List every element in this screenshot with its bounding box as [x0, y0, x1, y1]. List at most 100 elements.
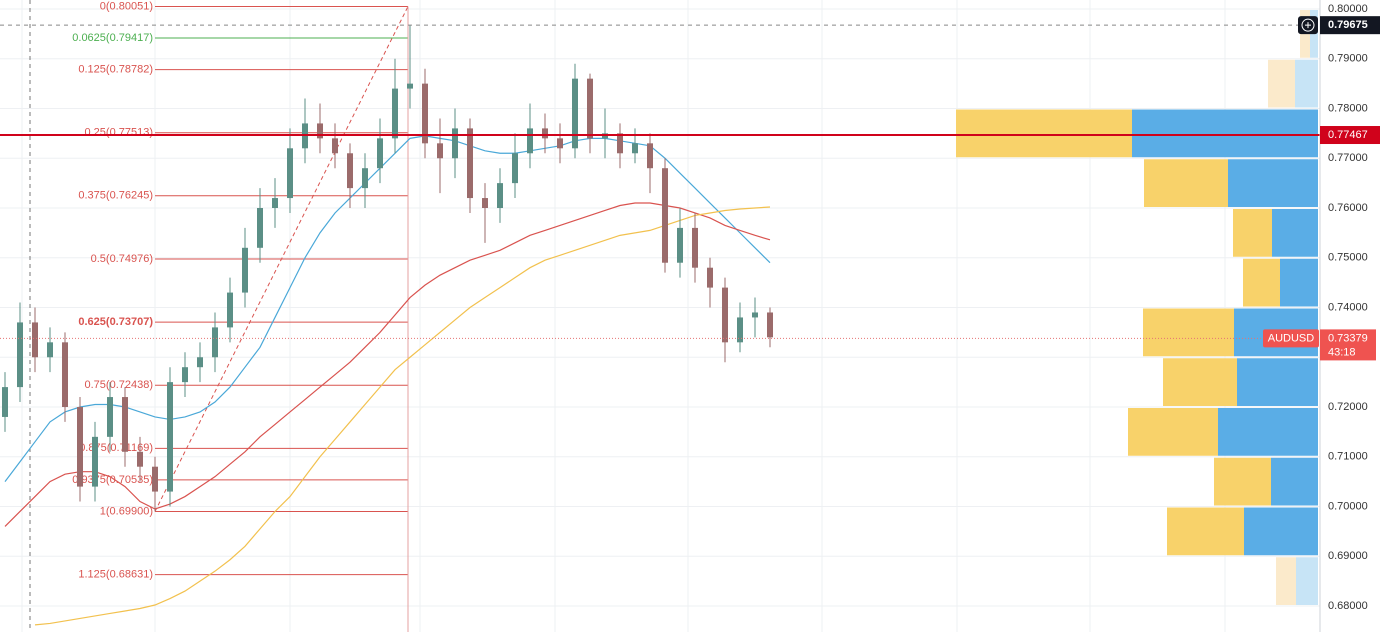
profile-buy [1228, 159, 1318, 207]
profile-sell [1214, 457, 1271, 506]
fib-label: 0.0625(0.79417) [72, 32, 153, 44]
candle-body [197, 357, 203, 368]
candle-body [722, 287, 728, 343]
fib-label: 1(0.69900) [100, 505, 153, 517]
moving-average [4, 135, 771, 482]
candle-body [332, 138, 338, 154]
candle-body [47, 342, 53, 358]
profile-buy [1237, 358, 1318, 406]
candle-body [152, 466, 158, 492]
candle-body [92, 436, 98, 487]
candle-body [212, 327, 218, 358]
crosshair-price: 0.79675 [1328, 19, 1368, 31]
candle-body [557, 138, 563, 149]
candle-body [512, 153, 518, 184]
candle-body [362, 168, 368, 189]
candle-body [587, 78, 593, 139]
crosshair-price-box [1320, 16, 1380, 35]
candle-body [647, 143, 653, 169]
candle-body [752, 312, 758, 318]
fib-trend [154, 6, 409, 512]
profile-sell [1268, 59, 1295, 108]
y-tick-label: 0.79000 [1328, 53, 1368, 65]
candle-body [572, 78, 578, 149]
candle-body [392, 88, 398, 139]
candle-body [497, 183, 503, 208]
candle-body [662, 168, 668, 263]
profile-buy [1244, 507, 1318, 556]
fib-label: 0.9375(0.70535) [72, 474, 153, 486]
candle-body [437, 143, 443, 159]
candle-body [482, 198, 488, 208]
candle-body [107, 397, 113, 437]
candle-body [242, 247, 248, 293]
candle-body [377, 138, 383, 169]
y-tick-label: 0.78000 [1328, 102, 1368, 114]
y-tick-label: 0.69000 [1328, 550, 1368, 562]
candle-body [422, 83, 428, 144]
moving-average [4, 202, 771, 527]
candle-body [527, 128, 533, 154]
candle-body [32, 322, 38, 358]
profile-buy [1132, 109, 1318, 158]
symbol-label: AUDUSD [1268, 332, 1315, 344]
candle-body [467, 128, 473, 199]
fib-label: 0.375(0.76245) [78, 190, 153, 202]
profile-sell [1128, 408, 1218, 456]
plus-icon [1301, 18, 1315, 32]
profile-sell [1144, 159, 1228, 207]
y-tick-label: 0.72000 [1328, 401, 1368, 413]
fib-label: 1.125(0.68631) [78, 569, 153, 581]
candle-body [287, 148, 293, 199]
profile-sell [1163, 358, 1237, 406]
fib-label: 0.125(0.78782) [78, 64, 153, 76]
profile-buy [1280, 258, 1318, 307]
profile-buy [1218, 408, 1318, 456]
profile-buy [1272, 209, 1318, 257]
y-tick-label: 0.70000 [1328, 500, 1368, 512]
candle-body [137, 451, 143, 467]
fib-label: 0.75(0.72438) [85, 379, 154, 391]
y-tick-label: 0.71000 [1328, 451, 1368, 463]
hline-price-box [1320, 126, 1380, 145]
y-tick-label: 0.68000 [1328, 600, 1368, 612]
candle-body [677, 227, 683, 263]
last-price: 0.73379 [1328, 332, 1368, 344]
candle-body [182, 367, 188, 383]
candle-body [407, 83, 413, 89]
fib-label: 0.25(0.77513) [85, 127, 154, 139]
profile-sell [1243, 258, 1280, 307]
candle-body [632, 143, 638, 154]
candle-body [737, 317, 743, 343]
candle-body [707, 267, 713, 288]
candle-body [2, 387, 8, 417]
candle-body [692, 227, 698, 268]
profile-sell [1233, 209, 1272, 257]
candle-body [767, 312, 773, 338]
candle-body [122, 397, 128, 452]
candle-body [452, 128, 458, 159]
profile-buy [1295, 59, 1318, 108]
candle-body [317, 123, 323, 139]
profile-sell [1167, 507, 1244, 556]
candle-body [62, 342, 68, 407]
candle-body [347, 153, 353, 189]
plus-sign [1305, 22, 1311, 29]
candle-body [17, 322, 23, 388]
y-tick-label: 0.74000 [1328, 301, 1368, 313]
candle-body [77, 407, 83, 487]
candle-body [227, 292, 233, 328]
fib-label: 0.625(0.73707) [78, 316, 153, 328]
symbol-box [1263, 329, 1319, 348]
candle-body [617, 133, 623, 154]
profile-sell [1143, 308, 1234, 357]
y-tick-label: 0.80000 [1328, 3, 1368, 15]
fib-label: 0(0.80051) [100, 0, 153, 12]
countdown: 43:18 [1328, 346, 1356, 358]
fib-label: 0.5(0.74976) [91, 253, 153, 265]
candle-body [257, 208, 263, 248]
profile-sell [956, 109, 1132, 158]
profile-buy [1296, 557, 1318, 605]
